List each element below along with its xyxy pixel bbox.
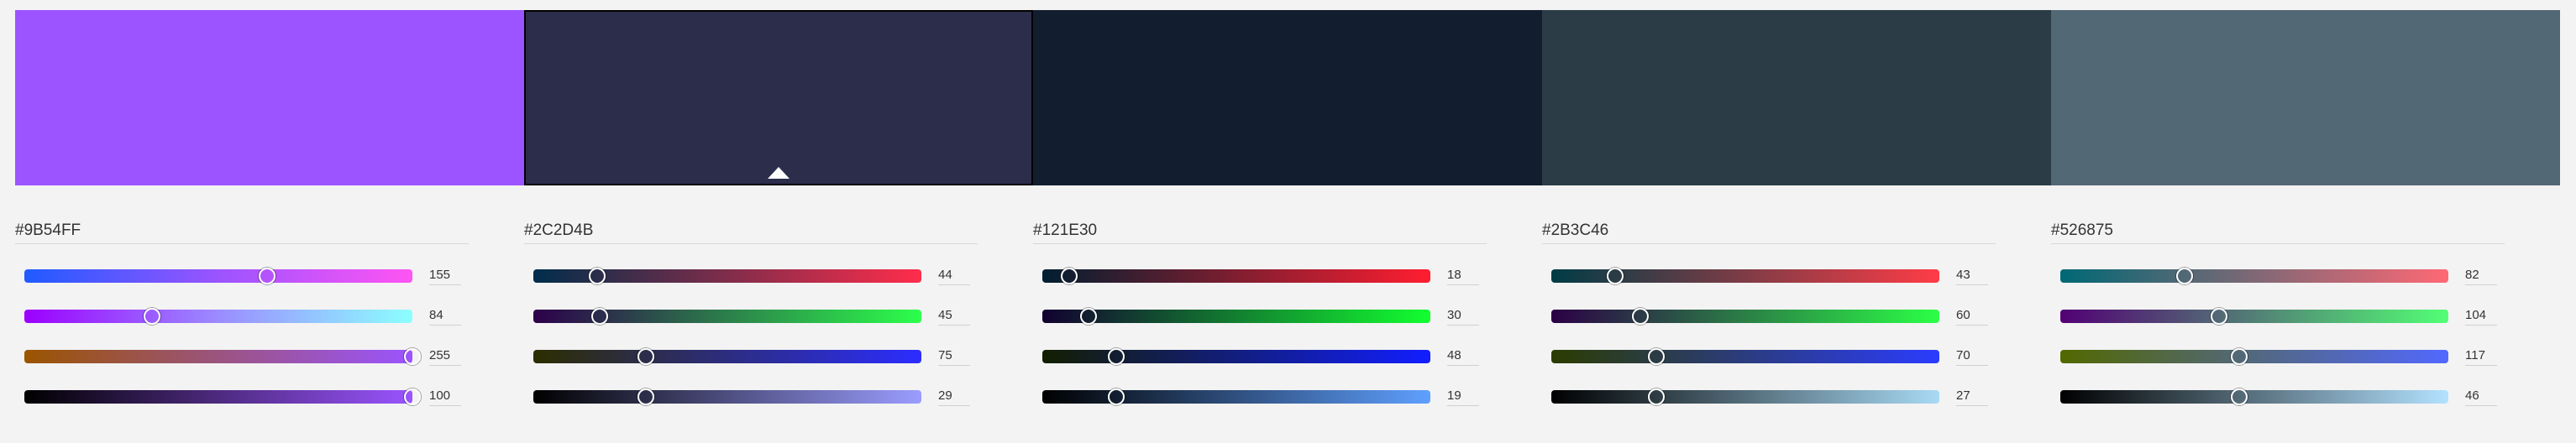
green-slider-thumb[interactable] — [1080, 308, 1097, 325]
slider-row-lightness: 29 — [533, 387, 983, 407]
green-value-input[interactable]: 104 — [2465, 306, 2497, 326]
lightness-slider-thumb[interactable] — [1648, 388, 1665, 405]
red-slider-thumb[interactable] — [1607, 268, 1624, 284]
hex-value-input[interactable]: #9B54FF — [15, 220, 469, 244]
hue-slider-track[interactable] — [24, 269, 412, 283]
slider-row-red: 44 — [533, 266, 983, 286]
red-slider-thumb[interactable] — [1061, 268, 1078, 284]
blue-slider-thumb[interactable] — [2231, 348, 2248, 365]
lightness-slider-thumb[interactable] — [637, 388, 654, 405]
green-slider-thumb[interactable] — [591, 308, 608, 325]
green-slider-track[interactable] — [2060, 310, 2448, 323]
color-swatch-strip — [15, 10, 2560, 185]
color-panel-3: #121E30 18 30 48 19 — [1033, 220, 1492, 421]
red-slider-track[interactable] — [533, 269, 921, 283]
green-slider-thumb[interactable] — [2211, 308, 2227, 325]
slider-row-green: 104 — [2060, 306, 2510, 326]
green-value-input[interactable]: 30 — [1447, 306, 1479, 326]
slider-row-blue: 48 — [1042, 347, 1492, 367]
lightness-slider-thumb[interactable] — [1108, 388, 1125, 405]
saturation-slider-track[interactable] — [24, 310, 412, 323]
blue-slider-track[interactable] — [533, 350, 921, 363]
hex-value-input[interactable]: #2B3C46 — [1542, 220, 1996, 244]
green-slider-track[interactable] — [533, 310, 921, 323]
blue-value-input[interactable]: 70 — [1956, 347, 1988, 366]
lightness-value-input[interactable]: 29 — [938, 387, 970, 406]
value-slider-track[interactable] — [24, 390, 412, 404]
slider-row-blue: 75 — [533, 347, 983, 367]
slider-row-red: 82 — [2060, 266, 2510, 286]
red-value-input[interactable]: 44 — [938, 266, 970, 285]
blue-slider-thumb[interactable] — [1108, 348, 1125, 365]
color-panel-4: #2B3C46 43 60 70 27 — [1542, 220, 2001, 421]
slider-row-lightness: 19 — [1042, 387, 1492, 407]
green-value-input[interactable]: 45 — [938, 306, 970, 326]
color-swatch-5[interactable] — [2051, 10, 2560, 185]
blue-value-input[interactable]: 75 — [938, 347, 970, 366]
green-slider-track[interactable] — [1551, 310, 1939, 323]
lightness-value-input[interactable]: 255 — [429, 347, 461, 366]
red-slider-track[interactable] — [2060, 269, 2448, 283]
color-swatch-3[interactable] — [1033, 10, 1542, 185]
lightness-value-input[interactable]: 19 — [1447, 387, 1479, 406]
hue-slider-thumb[interactable] — [259, 268, 275, 284]
color-swatch-1[interactable] — [15, 10, 524, 185]
color-panel-1: #9B54FF 155 84 255 100 — [15, 220, 474, 421]
blue-value-input[interactable]: 117 — [2465, 347, 2497, 366]
red-slider-thumb[interactable] — [2176, 268, 2193, 284]
blue-slider-thumb[interactable] — [1648, 348, 1665, 365]
red-value-input[interactable]: 82 — [2465, 266, 2497, 285]
color-panel-2: #2C2D4B 44 45 75 29 — [524, 220, 983, 421]
slider-row-green: 45 — [533, 306, 983, 326]
hex-value-input[interactable]: #2C2D4B — [524, 220, 978, 244]
color-panel-5: #526875 82 104 117 46 — [2051, 220, 2510, 421]
blue-slider-track[interactable] — [1551, 350, 1939, 363]
green-value-input[interactable]: 60 — [1956, 306, 1988, 326]
red-slider-thumb[interactable] — [589, 268, 606, 284]
value-value-input[interactable]: 100 — [429, 387, 461, 406]
red-slider-track[interactable] — [1042, 269, 1430, 283]
red-value-input[interactable]: 43 — [1956, 266, 1988, 285]
blue-slider-track[interactable] — [2060, 350, 2448, 363]
lightness-slider-thumb[interactable] — [2231, 388, 2248, 405]
lightness-value-input[interactable]: 27 — [1956, 387, 1988, 406]
green-slider-thumb[interactable] — [1632, 308, 1649, 325]
slider-row-green: 60 — [1551, 306, 2001, 326]
color-editor-panels: #9B54FF 155 84 255 100 #2C2D4B 44 45 75 29 #121E30… — [15, 220, 2560, 421]
lightness-slider-track[interactable] — [1551, 390, 1939, 404]
slider-row-value: 100 — [24, 387, 474, 407]
slider-row-lightness: 46 — [2060, 387, 2510, 407]
blue-value-input[interactable]: 48 — [1447, 347, 1479, 366]
slider-row-lightness: 255 — [24, 347, 474, 367]
lightness-slider-track[interactable] — [2060, 390, 2448, 404]
red-value-input[interactable]: 18 — [1447, 266, 1479, 285]
slider-row-red: 43 — [1551, 266, 2001, 286]
slider-row-lightness: 27 — [1551, 387, 2001, 407]
slider-row-blue: 117 — [2060, 347, 2510, 367]
slider-row-green: 30 — [1042, 306, 1492, 326]
hue-value-input[interactable]: 155 — [429, 266, 461, 285]
slider-row-red: 18 — [1042, 266, 1492, 286]
hex-value-input[interactable]: #526875 — [2051, 220, 2505, 244]
lightness-slider-track[interactable] — [1042, 390, 1430, 404]
lightness-value-input[interactable]: 46 — [2465, 387, 2497, 406]
slider-row-blue: 70 — [1551, 347, 2001, 367]
color-swatch-2[interactable] — [524, 10, 1033, 185]
lightness-slider-track[interactable] — [24, 350, 412, 363]
hex-value-input[interactable]: #121E30 — [1033, 220, 1487, 244]
saturation-slider-thumb[interactable] — [144, 308, 160, 325]
saturation-value-input[interactable]: 84 — [429, 306, 461, 326]
blue-slider-thumb[interactable] — [637, 348, 654, 365]
color-swatch-4[interactable] — [1542, 10, 2051, 185]
lightness-slider-thumb[interactable] — [404, 348, 421, 365]
slider-row-saturation: 84 — [24, 306, 474, 326]
red-slider-track[interactable] — [1551, 269, 1939, 283]
blue-slider-track[interactable] — [1042, 350, 1430, 363]
selected-caret-icon — [768, 167, 790, 179]
lightness-slider-track[interactable] — [533, 390, 921, 404]
value-slider-thumb[interactable] — [404, 388, 421, 405]
green-slider-track[interactable] — [1042, 310, 1430, 323]
slider-row-hue: 155 — [24, 266, 474, 286]
